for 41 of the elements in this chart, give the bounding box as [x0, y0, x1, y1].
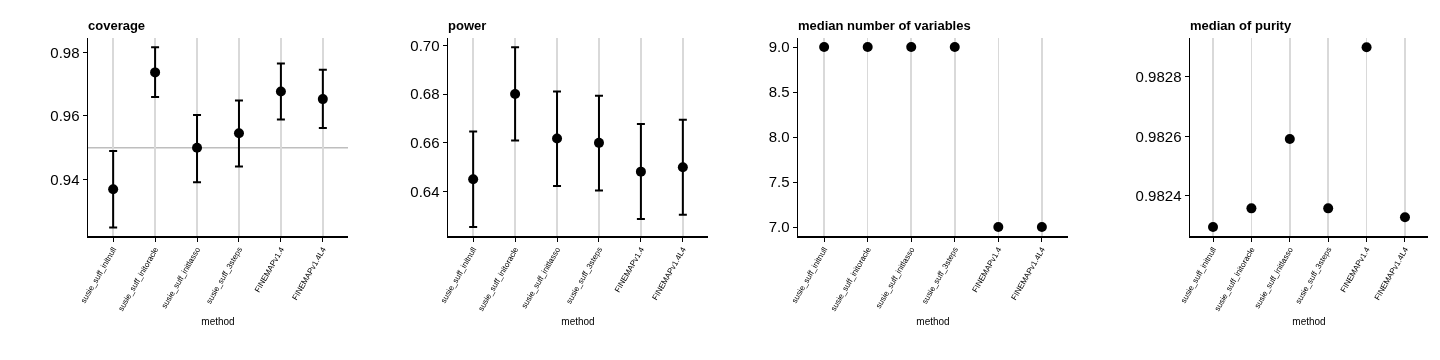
y-tick-label: 0.9824: [1135, 187, 1182, 205]
y-tick-label: 8.5: [768, 83, 790, 101]
chart-title: median number of variables: [798, 18, 971, 33]
y-tick-label: 7.5: [768, 173, 790, 191]
point: [275, 86, 286, 97]
y-tick-label: 0.94: [50, 170, 80, 188]
point: [468, 174, 479, 185]
x-axis-title: method: [561, 316, 595, 327]
y-tick-label: 0.68: [410, 85, 440, 103]
point: [108, 184, 119, 195]
point: [1323, 203, 1334, 214]
point: [552, 133, 563, 144]
point: [1284, 134, 1295, 145]
chart-title: median of purity: [1190, 18, 1292, 33]
y-tick-label: 0.9826: [1135, 127, 1182, 145]
y-tick-label: 0.64: [410, 182, 440, 200]
point: [635, 166, 646, 177]
y-tick-label: 8.0: [768, 128, 790, 146]
chart-title: coverage: [88, 18, 146, 33]
x-axis-title: method: [1292, 316, 1326, 327]
chart-title: power: [448, 18, 487, 33]
point: [593, 137, 604, 148]
y-tick-label: 0.96: [50, 107, 80, 125]
x-axis-title: method: [201, 316, 235, 327]
point: [1399, 212, 1410, 223]
y-tick-label: 7.0: [768, 218, 790, 236]
point: [1208, 222, 1219, 233]
point: [677, 162, 688, 173]
point: [150, 67, 161, 78]
y-tick-label: 9.0: [768, 38, 790, 56]
y-tick-label: 0.98: [50, 43, 80, 61]
point: [233, 128, 244, 139]
point: [1246, 203, 1257, 214]
x-axis-title: method: [916, 316, 950, 327]
point: [1361, 42, 1372, 53]
y-tick-label: 0.66: [410, 134, 440, 152]
point: [317, 94, 328, 105]
y-tick-label: 0.9828: [1135, 68, 1182, 86]
y-tick-label: 0.70: [410, 36, 440, 54]
point: [510, 89, 521, 100]
point: [192, 142, 203, 153]
